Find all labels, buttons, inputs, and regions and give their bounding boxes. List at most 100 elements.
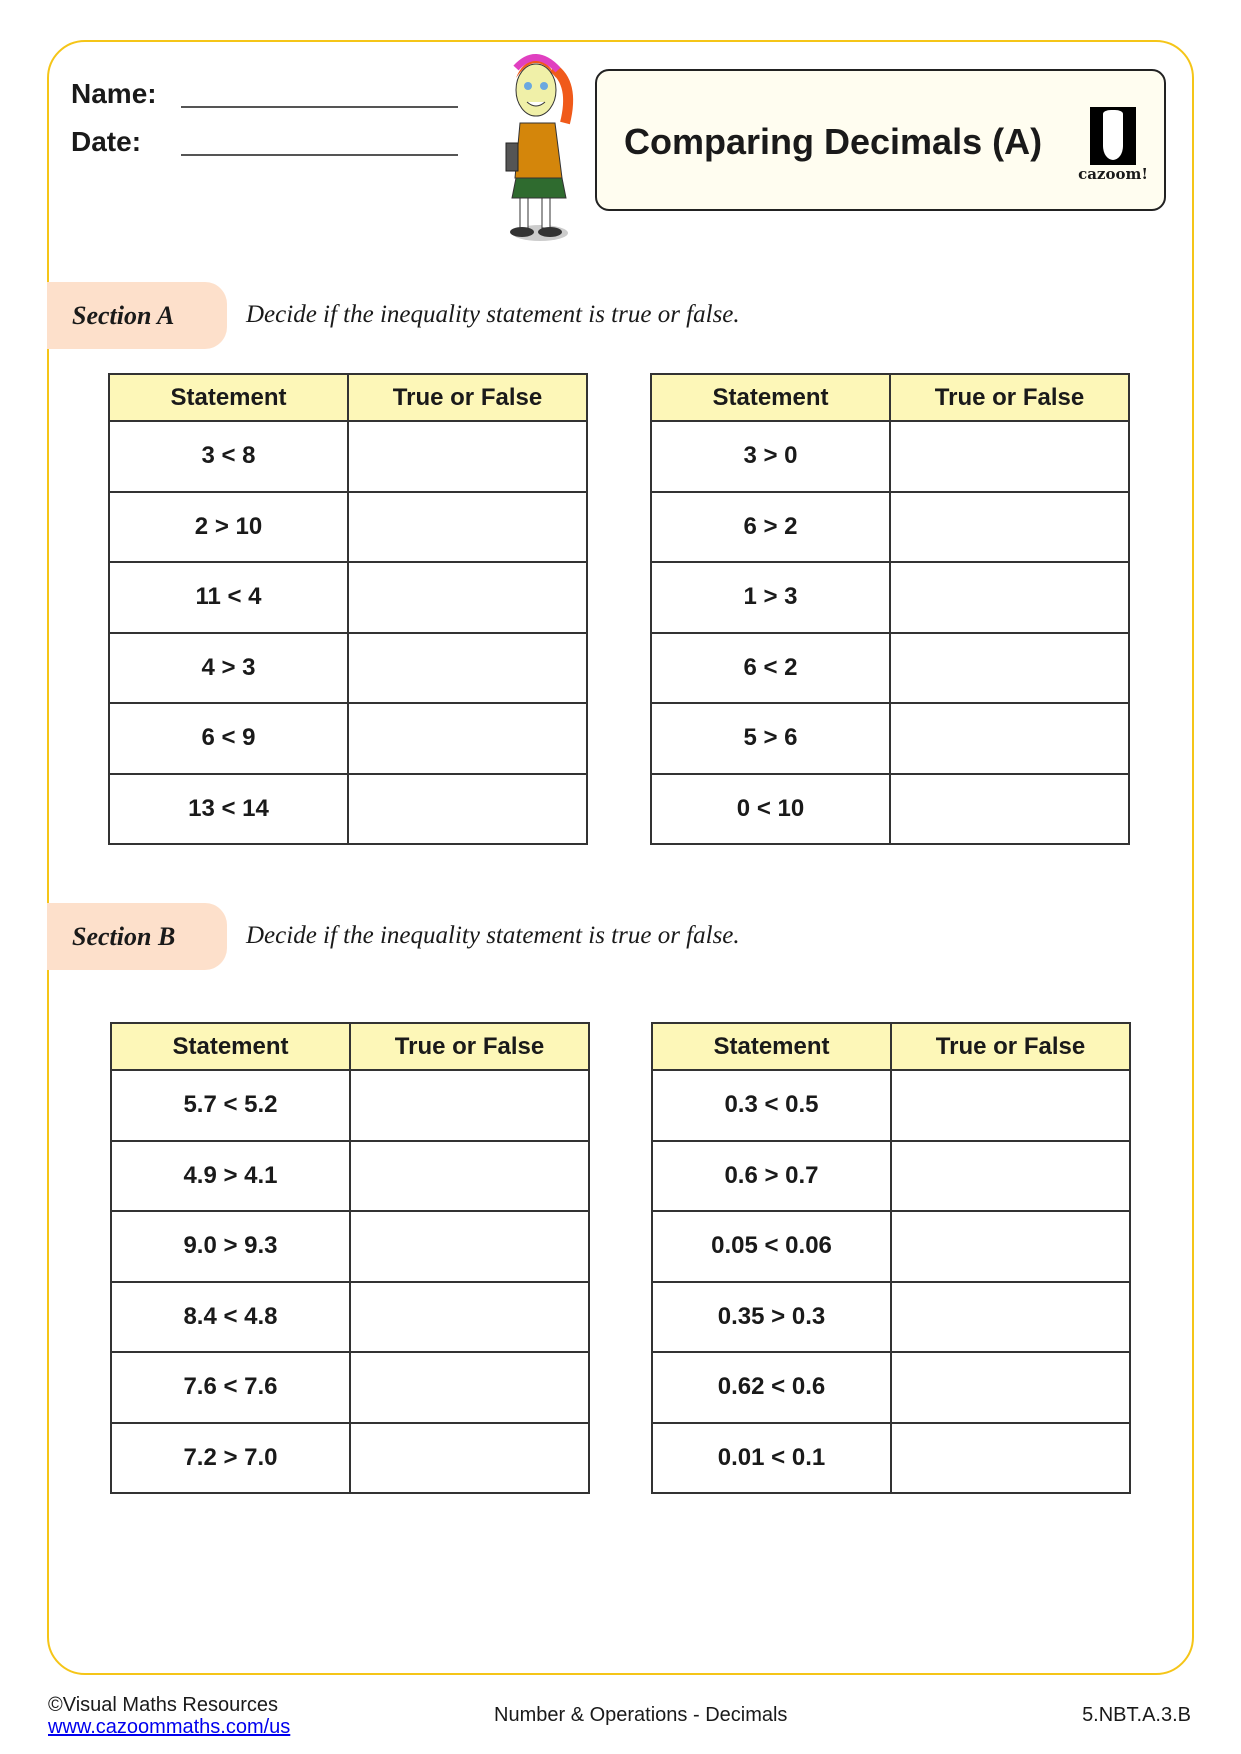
table-row: 8.4 < 4.8 [110, 1280, 590, 1353]
table-row: 0.35 > 0.3 [651, 1280, 1131, 1353]
answer-cell[interactable] [889, 561, 1130, 634]
answer-cell[interactable] [890, 1069, 1131, 1142]
statement-cell: 3 < 8 [108, 420, 349, 493]
table-header-row: Statement True or False [110, 1022, 590, 1071]
footer-copyright: ©Visual Maths Resources [48, 1694, 279, 1716]
table-row: 0.3 < 0.5 [651, 1069, 1131, 1142]
answer-cell[interactable] [890, 1280, 1131, 1353]
section-b-table-left: Statement True or False 5.7 < 5.2 4.9 > 4.1… [110, 1022, 590, 1494]
statement-cell: 8.4 < 4.8 [110, 1280, 351, 1353]
answer-cell[interactable] [349, 1210, 590, 1283]
true-or-false-header: True or False [349, 1022, 590, 1071]
answer-cell[interactable] [349, 1421, 590, 1494]
statement-cell: 0.6 > 0.7 [651, 1139, 892, 1212]
statement-cell: 4 > 3 [108, 631, 349, 704]
page-title: Comparing Decimals (A) [624, 121, 1043, 162]
table-row: 0 < 10 [650, 772, 1130, 845]
statement-cell: 0.3 < 0.5 [651, 1069, 892, 1142]
table-header-row: Statement True or False [650, 373, 1130, 422]
page-border [47, 40, 1194, 1675]
statement-header: Statement [110, 1022, 351, 1071]
answer-cell[interactable] [889, 772, 1130, 845]
table-row: 6 < 2 [650, 631, 1130, 704]
statement-cell: 4.9 > 4.1 [110, 1139, 351, 1212]
statement-cell: 11 < 4 [108, 561, 349, 634]
table-row: 1 > 3 [650, 561, 1130, 634]
statement-cell: 1 > 3 [650, 561, 891, 634]
statement-cell: 0.35 > 0.3 [651, 1280, 892, 1353]
answer-cell[interactable] [349, 1139, 590, 1212]
table-row: 4.9 > 4.1 [110, 1139, 590, 1212]
table-row: 9.0 > 9.3 [110, 1210, 590, 1283]
answer-cell[interactable] [347, 631, 588, 704]
table-row: 2 > 10 [108, 490, 588, 563]
table-header-row: Statement True or False [108, 373, 588, 422]
statement-cell: 13 < 14 [108, 772, 349, 845]
statement-cell: 5.7 < 5.2 [110, 1069, 351, 1142]
statement-cell: 0.01 < 0.1 [651, 1421, 892, 1494]
statement-cell: 6 > 2 [650, 490, 891, 563]
answer-cell[interactable] [347, 490, 588, 563]
answer-cell[interactable] [889, 702, 1130, 775]
table-row: 0.05 < 0.06 [651, 1210, 1131, 1283]
statement-cell: 6 < 2 [650, 631, 891, 704]
table-row: 3 > 0 [650, 420, 1130, 493]
table-header-row: Statement True or False [651, 1022, 1131, 1071]
girl-character-illustration [505, 54, 574, 241]
table-row: 0.6 > 0.7 [651, 1139, 1131, 1212]
table-row: 3 < 8 [108, 420, 588, 493]
true-or-false-header: True or False [890, 1022, 1131, 1071]
table-row: 13 < 14 [108, 772, 588, 845]
table-row: 6 > 2 [650, 490, 1130, 563]
table-row: 7.2 > 7.0 [110, 1421, 590, 1494]
footer-topic: Number & Operations - Decimals [494, 1704, 788, 1726]
table-row: 7.6 < 7.6 [110, 1351, 590, 1424]
table-row: 6 < 9 [108, 702, 588, 775]
answer-cell[interactable] [889, 490, 1130, 563]
answer-cell[interactable] [889, 420, 1130, 493]
answer-cell[interactable] [349, 1351, 590, 1424]
table-row: 5.7 < 5.2 [110, 1069, 590, 1142]
name-label: Name: [71, 78, 157, 109]
answer-cell[interactable] [890, 1139, 1131, 1212]
statement-cell: 0.62 < 0.6 [651, 1351, 892, 1424]
answer-cell[interactable] [349, 1280, 590, 1353]
answer-cell[interactable] [347, 772, 588, 845]
section-a-instruction: Decide if the inequality statement is tr… [246, 301, 740, 328]
cazoom-logo: cazoom! [1078, 107, 1148, 184]
table-row: 5 > 6 [650, 702, 1130, 775]
statement-header: Statement [650, 373, 891, 422]
statement-cell: 0 < 10 [650, 772, 891, 845]
statement-cell: 6 < 9 [108, 702, 349, 775]
statement-cell: 5 > 6 [650, 702, 891, 775]
answer-cell[interactable] [347, 702, 588, 775]
table-row: 4 > 3 [108, 631, 588, 704]
answer-cell[interactable] [890, 1351, 1131, 1424]
answer-cell[interactable] [889, 631, 1130, 704]
statement-cell: 3 > 0 [650, 420, 891, 493]
statement-header: Statement [651, 1022, 892, 1071]
section-a-label: Section A [47, 282, 227, 349]
table-row: 0.01 < 0.1 [651, 1421, 1131, 1494]
section-b-table-right: Statement True or False 0.3 < 0.5 0.6 > 0.7… [651, 1022, 1131, 1494]
name-line[interactable] [181, 106, 458, 108]
answer-cell[interactable] [347, 420, 588, 493]
footer-standard: 5.NBT.A.3.B [1082, 1704, 1191, 1726]
footer-link[interactable]: www.cazoommaths.com/us [48, 1716, 291, 1738]
section-b-instruction: Decide if the inequality statement is tr… [246, 922, 740, 949]
answer-cell[interactable] [890, 1210, 1131, 1283]
answer-cell[interactable] [349, 1069, 590, 1142]
table-row: 11 < 4 [108, 561, 588, 634]
statement-cell: 0.05 < 0.06 [651, 1210, 892, 1283]
statement-cell: 7.6 < 7.6 [110, 1351, 351, 1424]
statement-cell: 7.2 > 7.0 [110, 1421, 351, 1494]
answer-cell[interactable] [347, 561, 588, 634]
table-row: 0.62 < 0.6 [651, 1351, 1131, 1424]
date-label: Date: [71, 126, 142, 157]
answer-cell[interactable] [890, 1421, 1131, 1494]
date-line[interactable] [181, 154, 458, 156]
title-box: Comparing Decimals (A) cazoom! [595, 69, 1166, 211]
section-b-label: Section B [47, 903, 227, 970]
